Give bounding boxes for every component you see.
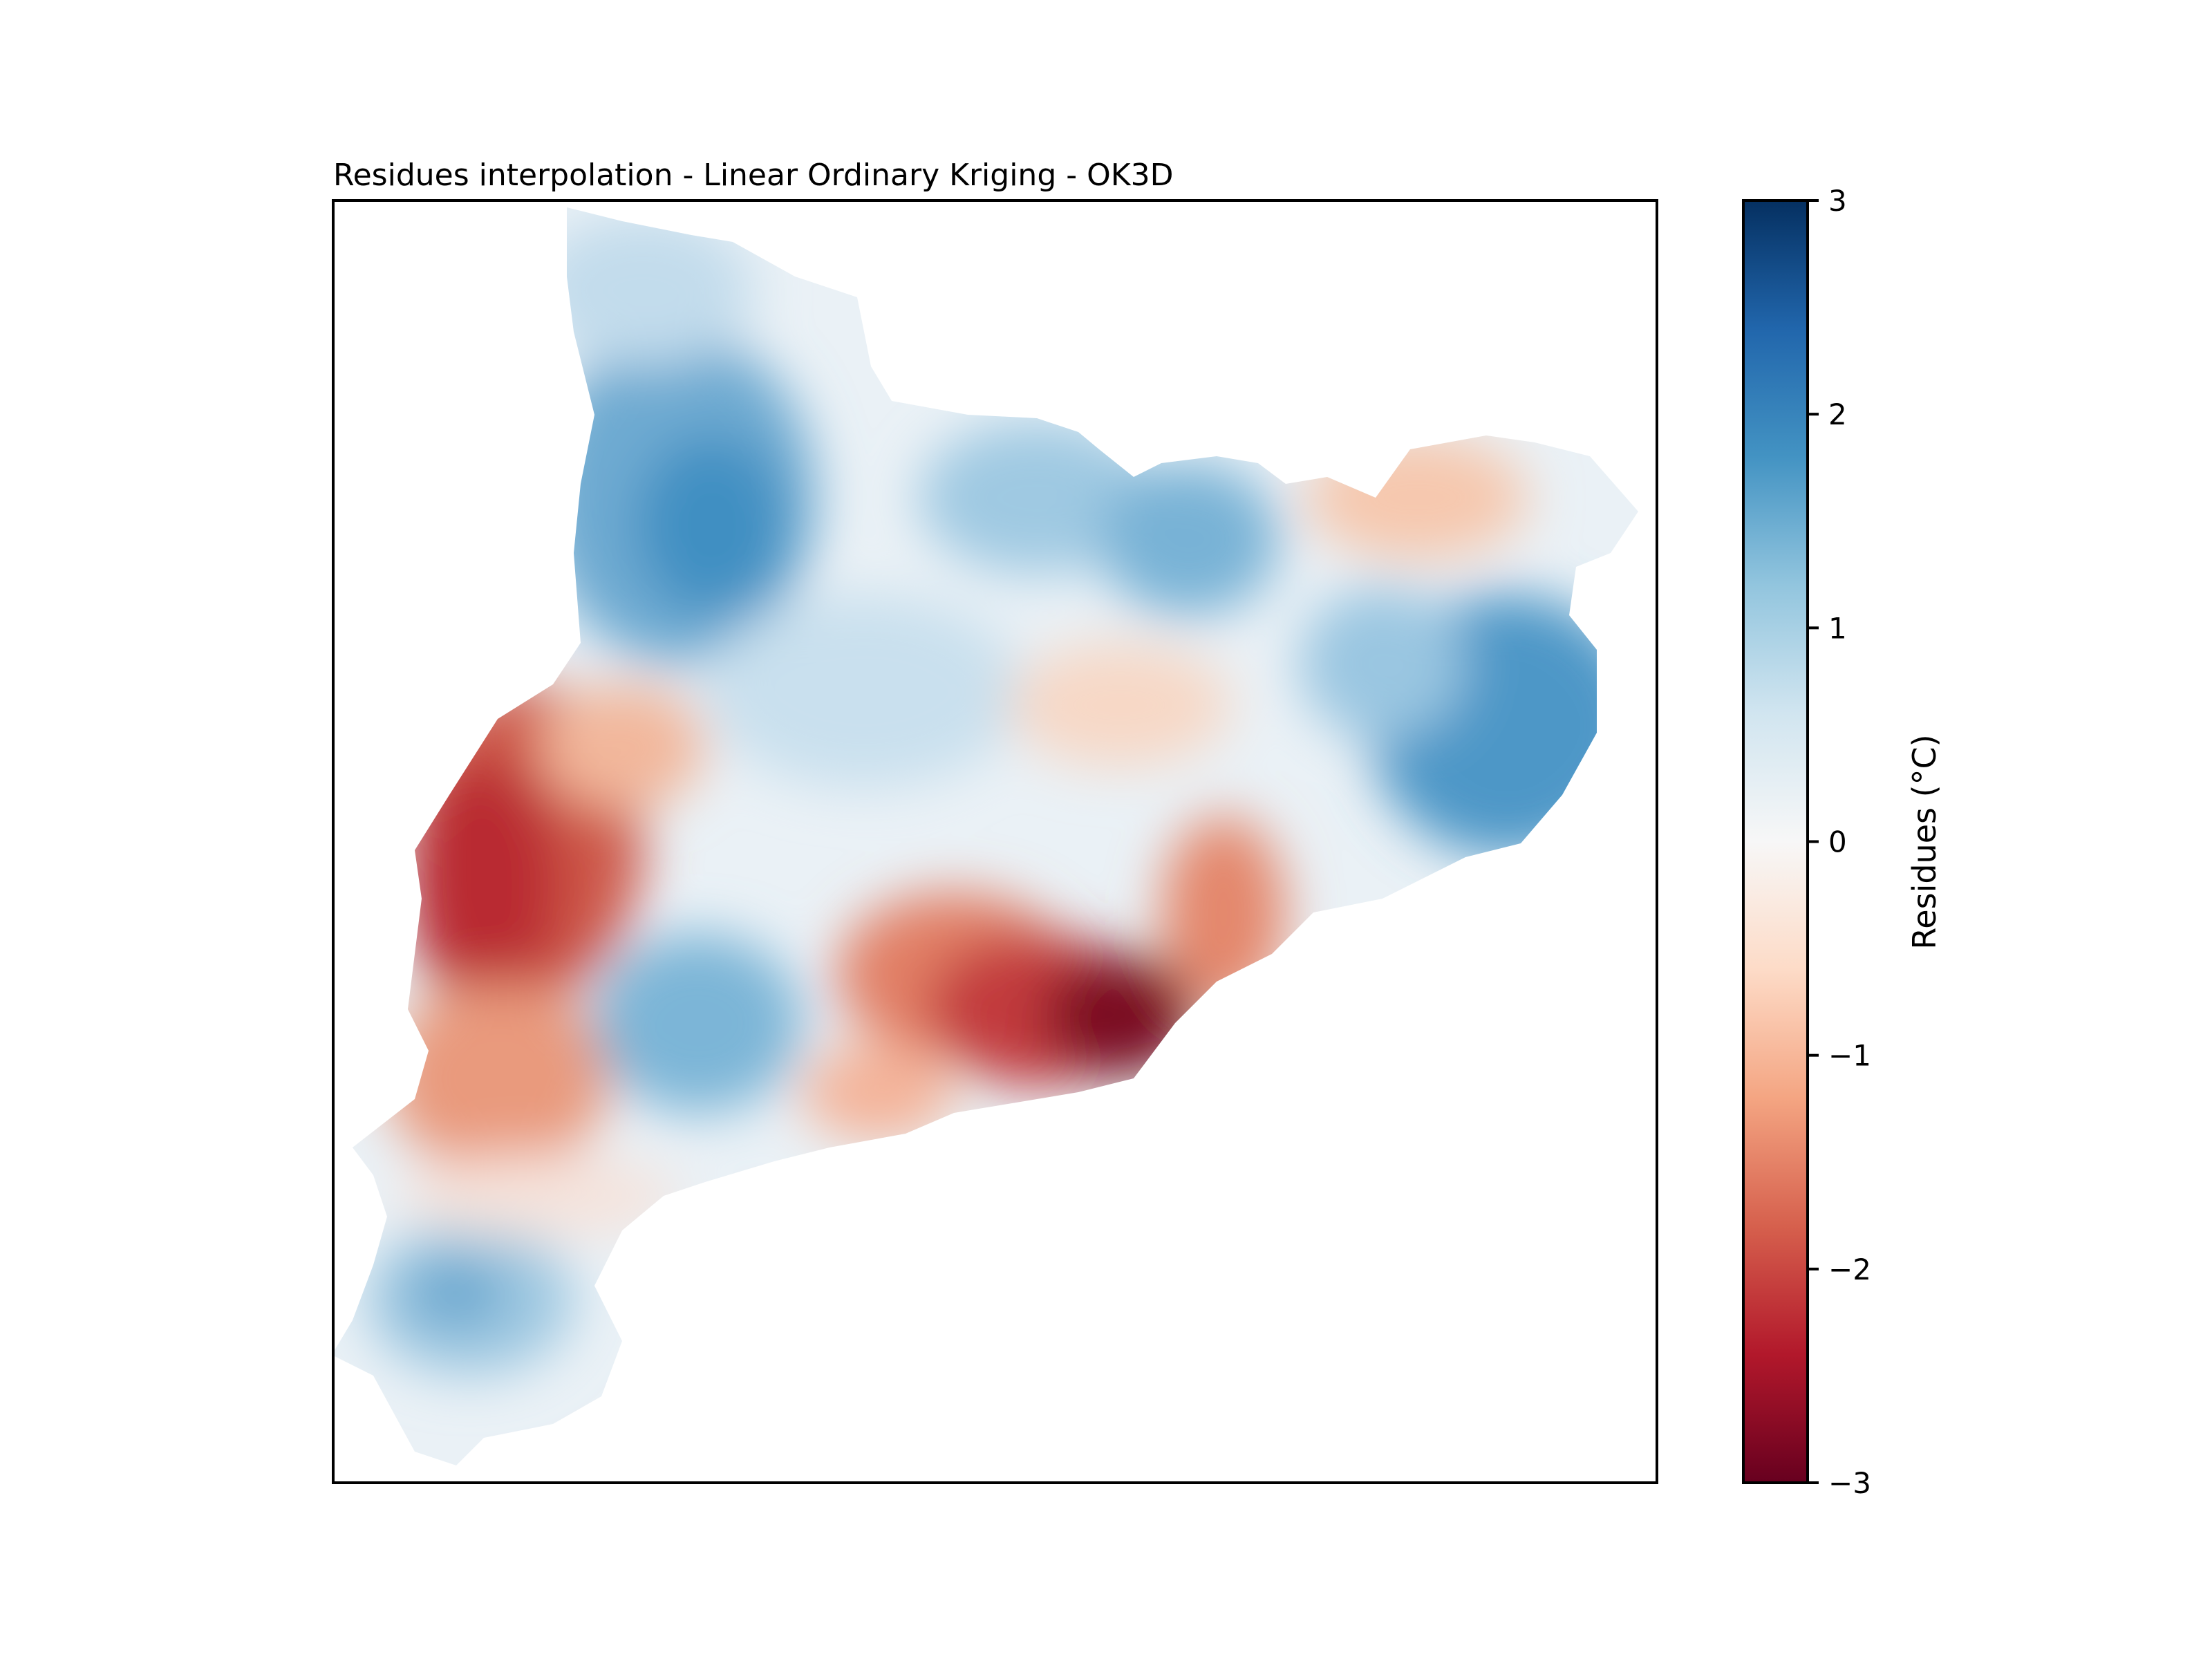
colorbar-tick-label: 0	[1828, 825, 1847, 859]
colorbar-tick-label: 1	[1828, 611, 1847, 645]
colorbar-label: Residues (°C)	[1906, 734, 1943, 949]
colorbar-tick-label: −3	[1828, 1466, 1871, 1500]
field-center-pink	[1009, 643, 1230, 767]
field-delta-core	[408, 1258, 505, 1327]
field-n-light	[532, 214, 753, 366]
field-e-light	[1300, 588, 1465, 740]
field-s-coast	[802, 1044, 954, 1141]
colorbar-tick-label: 2	[1828, 397, 1847, 431]
field-w-salmon	[539, 684, 705, 809]
field-sw-blue	[594, 933, 802, 1113]
field-n-center	[919, 422, 1154, 574]
field-nw-core	[636, 435, 788, 615]
field-w-core	[408, 760, 560, 1009]
field-ne-blue	[1099, 463, 1279, 615]
field-sw-salmon	[387, 982, 608, 1175]
map-title: Residues interpolation - Linear Ordinary…	[333, 158, 1173, 193]
field-center-light	[705, 594, 1023, 788]
field-se-salmon	[1161, 816, 1286, 1009]
axes-frame	[332, 199, 1658, 1484]
field-delta-band	[401, 1154, 677, 1237]
colorbar-ticks: 3 2 1 0 −1 −2 −3	[1808, 184, 1871, 1500]
colorbar-gradient	[1743, 200, 1808, 1483]
colorbar: 3 2 1 0 −1 −2 −3 Residues (°C)	[1742, 184, 1943, 1500]
colorbar-tick-label: −1	[1828, 1039, 1871, 1073]
colorbar-tick-label: 3	[1828, 184, 1847, 218]
residues-map	[332, 199, 1658, 1484]
colorbar-tick-label: −2	[1828, 1253, 1871, 1286]
